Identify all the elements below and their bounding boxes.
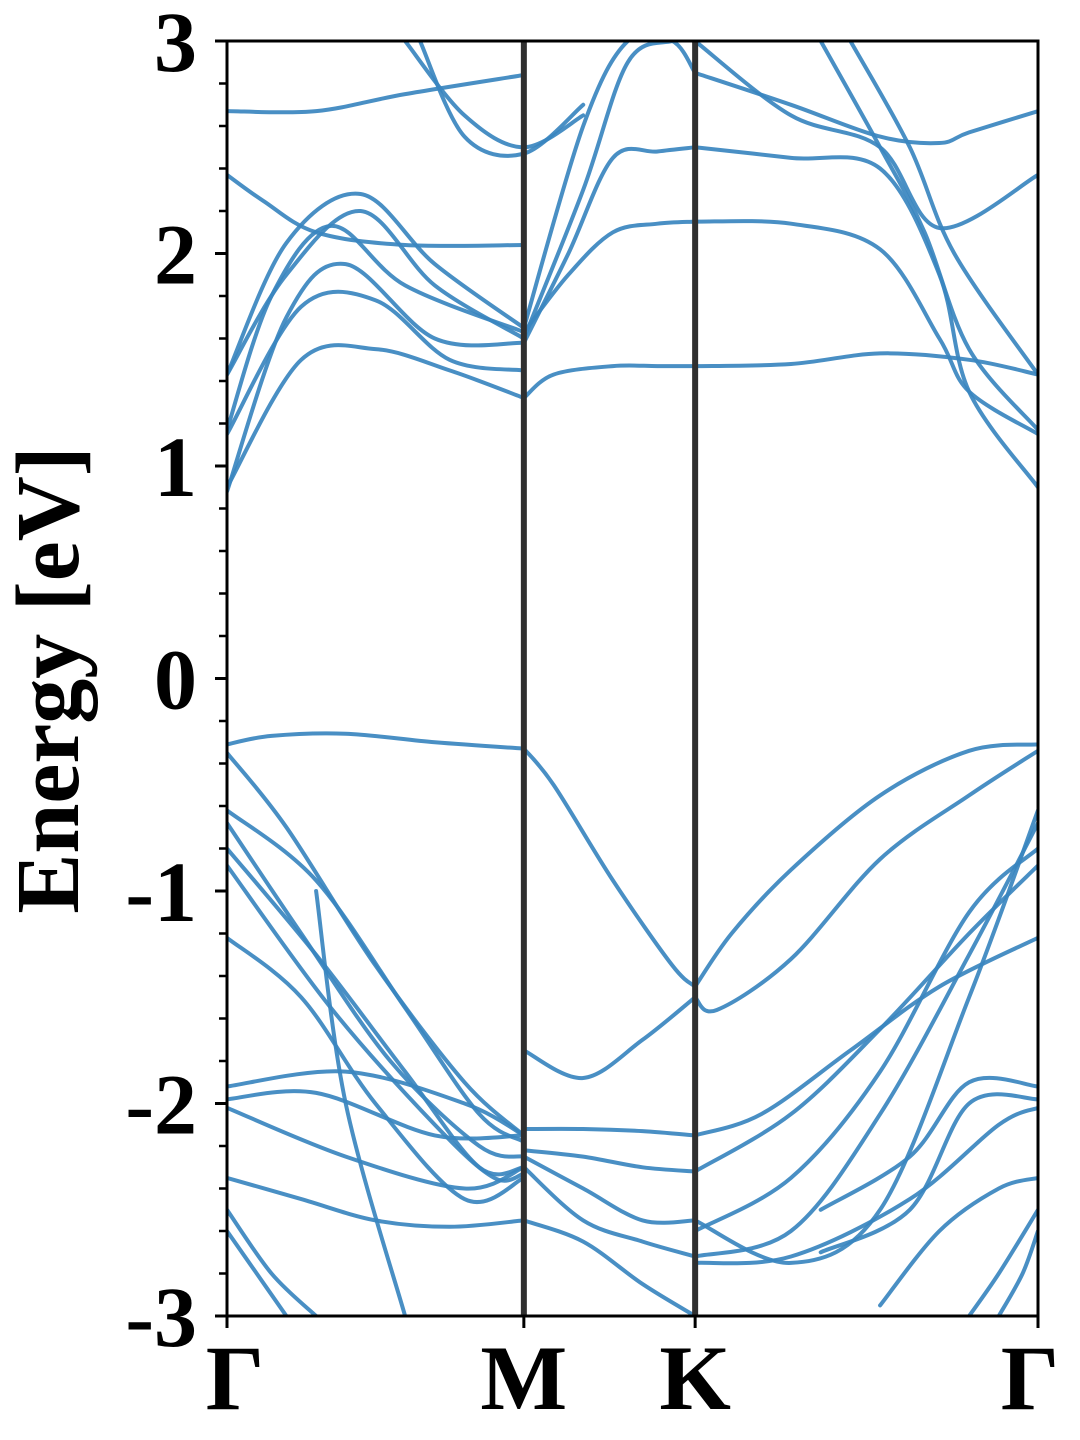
band-line-23 — [693, 821, 1038, 1259]
band-line-55 — [848, 41, 1038, 377]
band-line-54 — [818, 41, 1038, 432]
band-line-19 — [521, 1218, 698, 1316]
band-line-14 — [521, 995, 698, 1081]
band-line-15 — [521, 1126, 698, 1138]
band-line-43 — [418, 41, 586, 158]
band-line-39 — [227, 191, 526, 377]
band-line-46 — [521, 145, 698, 345]
band-line-38 — [227, 208, 526, 377]
band-line-44 — [521, 363, 698, 400]
band-line-21 — [693, 863, 1038, 1174]
band-line-9 — [227, 935, 526, 1204]
kpoint-dividers — [520, 41, 699, 1316]
x-tick-label: Γ — [1001, 1327, 1060, 1429]
band-line-30 — [227, 1229, 289, 1316]
y-tick-label: 0 — [154, 632, 197, 728]
band-line-31 — [314, 889, 408, 1316]
band-line-6 — [227, 821, 526, 1159]
y-tick-label: -2 — [125, 1057, 197, 1153]
band-line-47 — [521, 219, 698, 335]
band-line-41 — [227, 73, 526, 115]
band-line-2 — [693, 742, 1038, 989]
band-line-22 — [693, 846, 1038, 1233]
y-tick-label: 1 — [154, 419, 197, 515]
band-line-26 — [818, 1076, 1038, 1212]
band-line-48 — [693, 219, 1038, 437]
band-line-51 — [521, 41, 698, 330]
band-line-12 — [227, 1105, 526, 1191]
band-line-49 — [693, 145, 1038, 490]
band-line-3 — [693, 748, 1038, 1014]
band-line-10 — [227, 1069, 526, 1138]
band-line-1 — [521, 746, 698, 989]
x-tick-label: K — [659, 1327, 731, 1429]
band-line-33 — [996, 1229, 1038, 1316]
band-line-16 — [521, 1148, 698, 1174]
y-tick-label: -1 — [125, 844, 197, 940]
band-line-28 — [878, 1175, 1038, 1308]
band-line-18 — [521, 1165, 698, 1259]
band-line-50 — [521, 41, 698, 341]
band-line-17 — [521, 1154, 698, 1225]
band-line-0 — [227, 731, 526, 751]
y-axis-title: Energy [eV] — [0, 446, 98, 913]
band-line-34 — [227, 343, 526, 490]
y-tick-label: -3 — [125, 1269, 197, 1365]
y-tick-label: 2 — [154, 207, 197, 303]
band-line-32 — [967, 1207, 1038, 1316]
band-line-35 — [227, 289, 526, 437]
band-line-27 — [818, 1092, 1038, 1255]
band-line-8 — [227, 863, 526, 1183]
x-tick-label: M — [480, 1327, 567, 1429]
y-tick-label: 3 — [154, 0, 197, 90]
x-tick-label: Γ — [206, 1327, 265, 1429]
band-curves — [227, 41, 1038, 1316]
band-line-36 — [227, 261, 526, 494]
y-axis-ticks: 3 2 1 0 -1 -2 -3 — [125, 0, 227, 1365]
band-line-40 — [227, 172, 526, 248]
band-line-11 — [227, 1089, 526, 1141]
band-line-5 — [227, 808, 526, 1144]
band-line-20 — [693, 935, 1038, 1138]
band-line-25 — [693, 1105, 1038, 1266]
band-line-29 — [227, 1207, 319, 1316]
band-line-45 — [693, 351, 1038, 377]
